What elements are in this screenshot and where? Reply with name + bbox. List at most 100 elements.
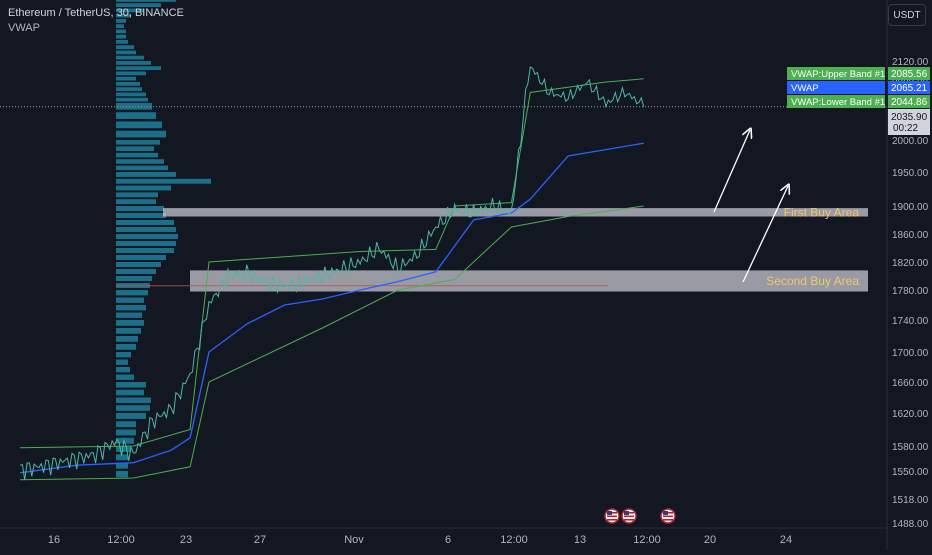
- price-axis-tick: 1700.00: [892, 348, 929, 359]
- volume-profile-bar: [116, 352, 131, 358]
- last-price-value: 2035.90: [891, 112, 928, 123]
- time-axis-tick: 12:00: [500, 534, 528, 546]
- price-axis-tick: 1820.00: [892, 258, 929, 269]
- price-label-value: 2065.21: [891, 83, 928, 94]
- price-axis-tick: 1620.00: [892, 409, 929, 420]
- volume-profile-bar: [116, 76, 136, 81]
- buy-zone-label: First Buy Area: [784, 205, 860, 219]
- time-axis-tick: 20: [704, 534, 716, 546]
- price-axis-tick: 2120.00: [892, 57, 929, 68]
- volume-profile-bar: [116, 82, 140, 86]
- volume-profile-bar: [116, 437, 134, 444]
- volume-profile-bar: [116, 159, 164, 164]
- volume-profile-bar: [116, 305, 146, 311]
- us-flag-icon[interactable]: [621, 508, 637, 524]
- time-axis-tick: 27: [254, 534, 266, 546]
- arrow-first-buy: [713, 130, 750, 213]
- time-axis-tick: 24: [780, 534, 792, 546]
- volume-profile-bar: [116, 397, 151, 404]
- price-axis-tick: 1780.00: [892, 286, 929, 297]
- time-axis-tick: Nov: [344, 534, 364, 546]
- time-axis-tick: 12:00: [633, 534, 661, 546]
- volume-profile-bar: [116, 206, 164, 212]
- price-label-tag: [787, 81, 885, 94]
- volume-profile-bar: [116, 241, 176, 247]
- volume-profile-bar: [116, 50, 136, 55]
- currency-button[interactable]: USDT: [888, 4, 926, 26]
- volume-profile-bar: [116, 92, 146, 97]
- volume-profile-bar: [116, 112, 156, 119]
- time-axis-tick: 12:00: [107, 534, 135, 546]
- price-label-value-box: [888, 81, 930, 94]
- volume-profile-bar: [116, 405, 150, 411]
- volume-profile-bar: [116, 8, 144, 13]
- price-label-name: VWAP:Upper Band #1: [791, 69, 885, 80]
- us-flag-icon[interactable]: [660, 508, 676, 524]
- volume-profile-bar: [116, 165, 168, 171]
- volume-profile-bar: [116, 227, 176, 233]
- volume-profile-bar: [116, 178, 211, 184]
- price-axis-tick: 1950.00: [892, 168, 929, 179]
- price-axis-tick: 1860.00: [892, 230, 929, 241]
- volume-profile-bar: [116, 61, 151, 65]
- vwap-lower-band: [19, 205, 644, 481]
- buy-zone-rect: [163, 208, 868, 217]
- volume-profile-bar: [116, 320, 144, 326]
- indicator-name[interactable]: VWAP: [8, 22, 40, 34]
- price-label-value: 2085.56: [891, 69, 928, 80]
- vwap-upper-band: [19, 78, 644, 449]
- price-axis-tick: 1518.00: [892, 495, 929, 506]
- chart-header: Ethereum / TetherUS, 30, BINANCE VWAP: [8, 6, 184, 36]
- volume-profile-bar: [116, 359, 128, 365]
- symbol-title[interactable]: Ethereum / TetherUS, 30, BINANCE: [8, 7, 184, 19]
- volume-profile-bar: [116, 55, 144, 60]
- volume-profile-bar: [116, 3, 161, 8]
- vwap-line: [19, 142, 644, 474]
- price-axis-tick: 1488.00: [892, 519, 929, 530]
- volume-profile-bar: [116, 312, 142, 318]
- price-label-name: VWAP: [791, 83, 819, 94]
- volume-profile-bar: [116, 152, 158, 158]
- volume-profile-bar: [116, 192, 158, 198]
- time-axis-tick: 13: [574, 534, 586, 546]
- volume-profile-bar: [116, 462, 128, 469]
- volume-profile-bar: [116, 146, 154, 152]
- volume-profile-bar: [116, 34, 126, 39]
- price-axis-tick: 1900.00: [892, 202, 929, 213]
- price-labels: VWAP:Upper Band #1 2085.56 VWAP 2065.21 VWAP…: [787, 67, 930, 108]
- volume-profile-bar: [116, 367, 130, 373]
- volume-profile-bar: [116, 429, 136, 436]
- price-line: [19, 66, 645, 480]
- us-flag-icon[interactable]: [604, 508, 620, 524]
- volume-profile-bar: [116, 0, 176, 2]
- last-price-countdown: 00:22: [893, 123, 918, 134]
- buy-zone-label: Second Buy Area: [766, 274, 859, 288]
- event-icons: [604, 508, 676, 524]
- volume-profile-bar: [116, 262, 161, 268]
- volume-profile-bar: [116, 374, 134, 380]
- volume-profile-bar: [116, 382, 146, 388]
- time-axis-tick: 16: [48, 534, 60, 546]
- volume-profile-bar: [116, 71, 146, 76]
- price-label-value-box: [888, 67, 930, 80]
- volume-profile-bar: [116, 121, 162, 129]
- volume-profile-bar: [116, 45, 134, 50]
- arrow-second-buy: [742, 186, 788, 283]
- volume-profile-bar: [116, 421, 136, 428]
- volume-profile-bar: [116, 269, 156, 275]
- volume-profile-bar: [116, 389, 144, 396]
- volume-profile-bar: [116, 97, 148, 102]
- price-label-value-box: [888, 95, 930, 108]
- buy-zones: First Buy Area Second Buy Area: [163, 205, 868, 292]
- price-axis-tick: 1740.00: [892, 316, 929, 327]
- volume-profile-bar: [116, 13, 131, 18]
- volume-profile-bar: [116, 336, 138, 342]
- price-axis-tick: 1660.00: [892, 378, 929, 389]
- time-axis-tick: 6: [445, 534, 451, 546]
- volume-profile-bar: [116, 413, 146, 419]
- price-label-tag: [787, 67, 885, 80]
- volume-profile-bar: [116, 220, 174, 226]
- volume-profile-bar: [116, 328, 141, 334]
